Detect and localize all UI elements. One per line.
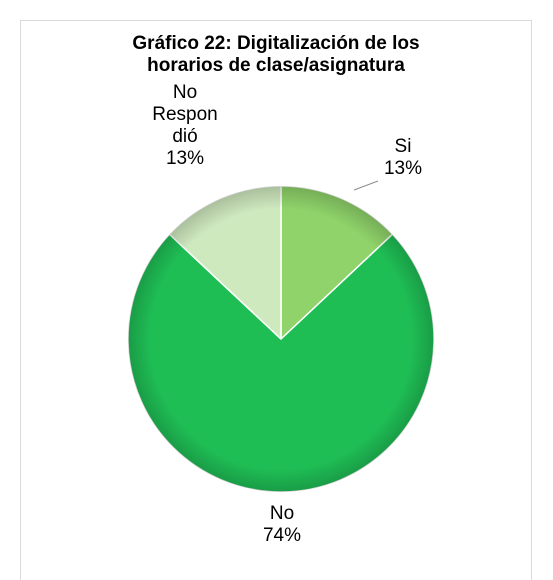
- slice-label-no-respondio: No Respon dió 13%: [130, 82, 240, 170]
- slice-label-no-respondio-percent: 13%: [165, 148, 205, 169]
- slice-label-no-percent: 74%: [262, 525, 302, 546]
- slice-label-no-name: No: [269, 503, 295, 524]
- slice-label-no-respondio-line-1: No: [172, 82, 198, 103]
- pie-slices: [127, 185, 435, 493]
- slice-label-no: No 74%: [247, 503, 317, 547]
- slice-label-si: Si 13%: [368, 136, 438, 180]
- chart-title-line-2: horarios de clase/asignatura: [147, 55, 405, 76]
- slice-label-no-respondio-line-2: Respon: [152, 104, 218, 125]
- chart-title-line-1: Gráfico 22: Digitalización de los: [132, 33, 420, 54]
- chart-title: Gráfico 22: Digitalización de los horari…: [20, 33, 532, 77]
- slice-label-no-respondio-line-3: dió: [172, 126, 198, 147]
- chart-frame: [20, 20, 532, 580]
- slice-label-si-name: Si: [394, 136, 412, 157]
- leader-line-si: [353, 180, 379, 191]
- slice-label-si-percent: 13%: [383, 158, 423, 179]
